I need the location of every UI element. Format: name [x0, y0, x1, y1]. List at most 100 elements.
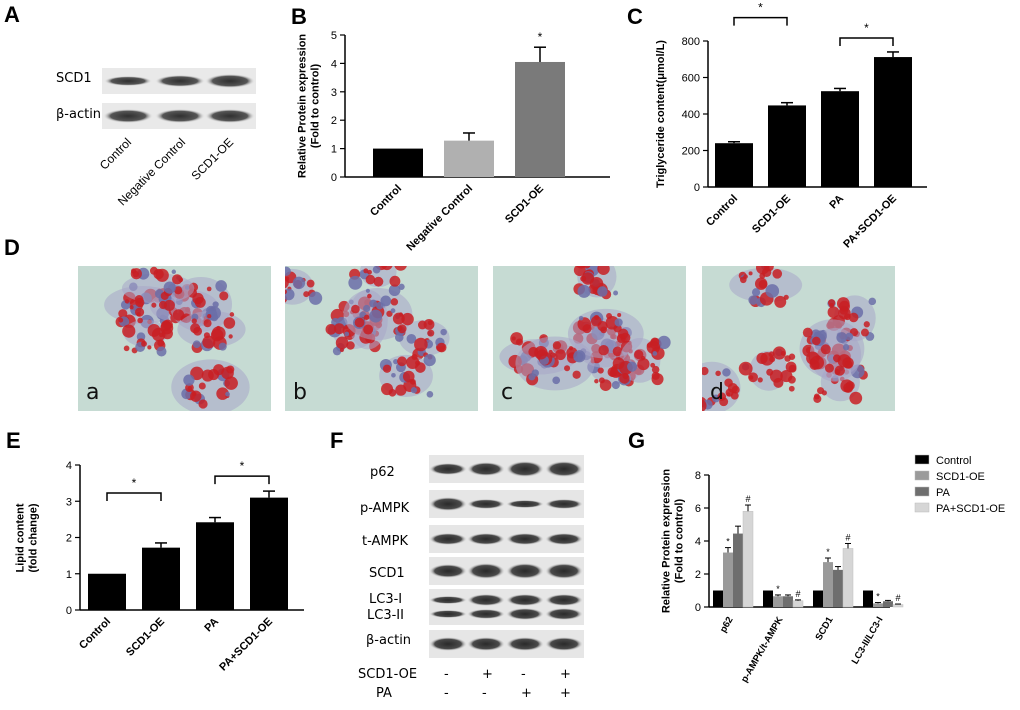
treatment-sign: -	[521, 667, 526, 682]
lipid-droplet	[363, 324, 374, 335]
bar	[142, 547, 180, 610]
lipid-droplet	[600, 326, 608, 334]
lipid-droplet	[597, 266, 610, 275]
lipid-droplet	[382, 364, 392, 373]
y-axis-label-line: Relative Protein expression	[297, 34, 309, 179]
y-tick-label: 0	[694, 182, 700, 194]
lipid-droplet	[335, 336, 349, 350]
legend-label: PA+SCD1-OE	[936, 503, 1005, 515]
blot-row-label: SCD1	[369, 566, 405, 581]
lipid-droplet	[137, 317, 143, 324]
legend-swatch	[914, 470, 930, 481]
y-tick-label: 0	[66, 605, 72, 617]
legend-swatch	[914, 454, 930, 465]
lipid-droplet	[122, 324, 136, 338]
lipid-droplet	[646, 342, 652, 348]
lipid-droplet	[768, 351, 775, 358]
significance-mark: *	[132, 476, 137, 490]
lipid-droplet	[568, 346, 574, 351]
lipid-droplet	[123, 345, 130, 352]
treatment-sign: +	[482, 667, 493, 682]
legend-label: SCD1-OE	[936, 471, 985, 483]
lipid-droplet	[136, 312, 141, 317]
significance-mark: *	[758, 1, 763, 15]
lipid-droplet	[774, 295, 787, 308]
lipid-droplet	[614, 318, 623, 327]
x-tick-label: SCD1-OE	[750, 193, 793, 236]
lipid-droplet	[842, 344, 850, 351]
band	[155, 109, 205, 123]
lipid-droplet	[388, 284, 401, 297]
lipid-droplet	[738, 361, 753, 376]
lipid-droplet	[397, 324, 407, 334]
y-axis-label-line: (Fold to control)	[674, 499, 686, 584]
lipid-droplet	[151, 302, 157, 308]
lipid-droplet	[410, 387, 418, 394]
lipid-droplet	[207, 314, 212, 319]
treatment-sign: -	[482, 686, 487, 701]
lipid-droplet	[637, 357, 650, 371]
lipid-droplet	[130, 268, 142, 280]
lipid-droplet	[202, 335, 216, 349]
lipid-droplet	[764, 266, 774, 272]
bar	[773, 596, 783, 607]
bar	[863, 590, 873, 607]
image-label: a	[86, 380, 100, 405]
lipid-droplet	[423, 319, 435, 330]
lipid-droplet	[395, 384, 407, 396]
band	[506, 563, 544, 579]
lipid-droplet	[348, 275, 363, 290]
lipid-droplet	[118, 317, 124, 323]
lipid-droplet	[406, 333, 417, 344]
chart-e: 0 1 2 3 4 Lipid content(fold change) Control SC…	[15, 459, 304, 673]
lipid-droplet	[612, 346, 623, 357]
x-tick-label: Control	[368, 183, 404, 219]
lipid-droplet	[577, 284, 591, 298]
lipid-droplet	[606, 313, 613, 319]
blot-row-label: β-actin	[56, 107, 102, 122]
lipid-droplet	[717, 392, 727, 401]
lipid-droplet	[834, 365, 845, 376]
lipid-droplet	[824, 363, 834, 373]
lipid-droplet	[739, 276, 747, 284]
band	[429, 463, 467, 475]
lipid-droplet	[863, 321, 870, 328]
lipid-droplet	[397, 356, 407, 367]
lipid-droplet	[285, 288, 295, 301]
lipid-droplet	[577, 317, 592, 332]
bar	[842, 548, 854, 608]
lipid-droplet	[617, 313, 622, 318]
band	[545, 461, 583, 477]
blot-row-label: β-actin	[366, 633, 412, 648]
lipid-droplet	[215, 280, 227, 292]
y-tick-label: 4	[331, 58, 337, 70]
panel-letter-c: C	[627, 4, 643, 29]
lipid-droplet	[581, 272, 595, 285]
band	[205, 109, 255, 123]
lipid-droplet	[369, 309, 383, 323]
band	[545, 637, 583, 651]
band	[155, 75, 205, 87]
lipid-droplet	[135, 297, 145, 308]
lipid-droplet	[702, 366, 709, 376]
treatment-sign: +	[560, 667, 571, 682]
bar	[892, 604, 904, 608]
x-tick-label: p62	[718, 615, 736, 635]
lipid-droplet	[751, 288, 761, 297]
lipid-droplet	[548, 349, 553, 355]
lipid-droplet	[652, 351, 658, 356]
lipid-droplet	[552, 376, 561, 385]
x-tick-label: PA	[202, 616, 221, 635]
bar	[196, 522, 234, 610]
bar	[833, 569, 843, 607]
lipid-droplet	[769, 369, 783, 383]
band	[467, 563, 505, 579]
lipid-droplet	[594, 378, 599, 384]
x-tick-label: Control	[77, 616, 113, 652]
y-axis-label-line: Lipid content	[15, 503, 27, 572]
bar	[883, 601, 893, 607]
y-axis-label: Relative Protein expression(Fold to cont…	[661, 469, 686, 614]
lipid-droplet	[187, 386, 193, 391]
legend-label: Control	[936, 455, 971, 467]
lipid-droplet	[597, 367, 604, 374]
